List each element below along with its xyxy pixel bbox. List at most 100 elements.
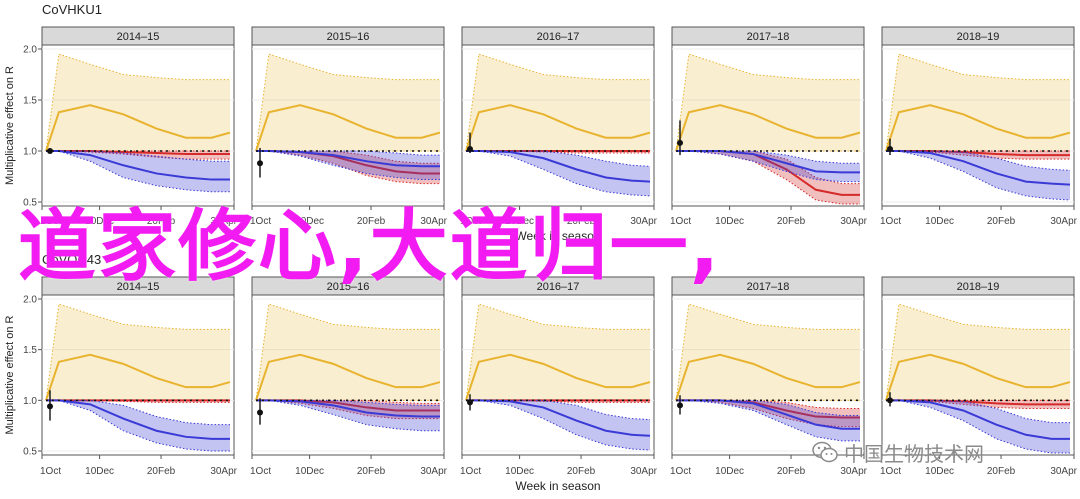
y-tick-label: 1.5 — [23, 96, 37, 107]
ribbon-lower — [46, 150, 230, 193]
facet-label: 2016–17 — [537, 31, 580, 43]
x-tick-label: 10Dec — [505, 466, 534, 477]
facet-label: 2014–15 — [117, 281, 160, 293]
panel-plot-area — [462, 298, 654, 452]
ribbon-upper — [255, 303, 440, 401]
ribbon — [256, 151, 440, 184]
x-tick-label: 30Apr — [630, 466, 657, 477]
ribbon — [676, 151, 860, 205]
facet-label: 2018–19 — [957, 281, 1000, 293]
x-tick-label: 1Oct — [460, 216, 481, 227]
ribbon — [46, 400, 230, 451]
x-tick-label: 20Feb — [567, 466, 596, 477]
series-line — [255, 104, 441, 152]
x-tick-label: 30Apr — [420, 466, 447, 477]
ribbon — [676, 151, 860, 182]
point-estimate — [677, 402, 683, 409]
x-tick-label: 1Oct — [670, 216, 691, 227]
x-tick-label: 1Oct — [40, 216, 61, 227]
panel: 2016–17 1Oct 10Dec 20Feb 30Apr — [460, 26, 658, 227]
chart-title: CoVHKU1 — [42, 2, 102, 17]
ribbon-upper — [255, 53, 440, 152]
x-tick-label: 20Feb — [567, 216, 596, 227]
y-tick-label: 0.5 — [23, 198, 37, 209]
x-tick-label: 30Apr — [420, 216, 447, 227]
ribbon — [886, 54, 1070, 151]
series-line — [465, 104, 651, 152]
x-tick-label: 20Feb — [987, 466, 1016, 477]
x-tick-label: 1Oct — [880, 466, 901, 477]
panel-plot-area — [882, 298, 1074, 454]
point-estimate — [47, 403, 53, 410]
ribbon — [46, 54, 230, 151]
watermark: 中国生物技术网 — [812, 438, 984, 466]
facet-label: 2018–19 — [957, 31, 1000, 43]
x-tick-label: 20Feb — [777, 216, 806, 227]
y-tick-label: 1.0 — [23, 396, 37, 407]
x-tick-label: 10Dec — [925, 466, 954, 477]
y-tick-label: 0.5 — [23, 447, 37, 458]
ribbon-upper — [45, 303, 230, 401]
x-tick-label: 10Dec — [295, 466, 324, 477]
ribbon-upper — [45, 53, 230, 152]
ribbon — [886, 151, 1070, 200]
x-tick-label: 20Feb — [357, 216, 386, 227]
point-estimate — [467, 399, 473, 406]
point-estimate — [887, 145, 893, 152]
panel-plot-area — [252, 298, 444, 452]
x-tick-label: 20Feb — [147, 216, 176, 227]
series-line — [255, 353, 441, 401]
panel-frame — [251, 294, 445, 456]
series-line — [45, 353, 231, 401]
ribbon — [886, 304, 1070, 401]
panel-plot-area — [42, 48, 234, 203]
panel-plot-area — [882, 48, 1074, 203]
ribbon-upper — [675, 303, 860, 401]
x-tick-label: 30Apr — [840, 216, 867, 227]
x-tick-label: 1Oct — [670, 466, 691, 477]
x-tick-label: 20Feb — [987, 216, 1016, 227]
point-estimate — [47, 148, 53, 154]
point-estimate — [467, 145, 473, 152]
ribbon — [46, 304, 230, 401]
panel: 2014–15 1Oct 10Dec 20Feb 30Apr — [40, 276, 238, 477]
ribbon — [466, 304, 650, 401]
ribbon — [886, 400, 1070, 454]
x-tick-label: 1Oct — [880, 216, 901, 227]
x-axis-label: Week in season — [515, 479, 600, 493]
ribbon — [466, 151, 650, 196]
point-estimate — [677, 139, 683, 146]
panel-plot-area — [672, 298, 864, 452]
x-tick-label: 1Oct — [460, 466, 481, 477]
ribbon — [256, 304, 440, 401]
panel: 2016–17 1Oct 10Dec 20Feb 30Apr — [460, 276, 658, 477]
chart-title: CoVOC43 — [42, 252, 101, 267]
panel-frame — [41, 294, 235, 456]
ribbon — [256, 151, 440, 180]
ribbon — [256, 54, 440, 151]
overlay-text: 道家修心,大道归一, — [18, 202, 722, 292]
facet-label: 2017–18 — [747, 31, 790, 43]
point-estimate — [257, 160, 263, 167]
x-tick-label: 30Apr — [630, 216, 657, 227]
x-tick-label: 10Dec — [715, 466, 744, 477]
panel: 2018–19 1Oct 10Dec 20Feb 30Apr — [880, 26, 1078, 227]
x-tick-label: 1Oct — [250, 216, 271, 227]
series-line — [885, 353, 1071, 401]
panel-plot-area — [42, 298, 234, 452]
x-axis-label: Week in season — [515, 229, 600, 243]
panel-frame — [671, 294, 865, 456]
x-tick-label: 30Apr — [840, 466, 867, 477]
x-tick-label: 10Dec — [925, 216, 954, 227]
y-tick-label: 1.0 — [23, 147, 37, 158]
x-tick-label: 1Oct — [40, 466, 61, 477]
panel-frame — [881, 294, 1075, 456]
facet-label: 2016–17 — [537, 281, 580, 293]
facet-label: 2015–16 — [327, 281, 370, 293]
x-tick-label: 30Apr — [210, 216, 237, 227]
ribbon — [256, 400, 440, 431]
facet-label: 2017–18 — [747, 281, 790, 293]
panel: 2018–19 1Oct 10Dec 20Feb 30Apr — [880, 276, 1078, 477]
series-line — [885, 104, 1071, 152]
